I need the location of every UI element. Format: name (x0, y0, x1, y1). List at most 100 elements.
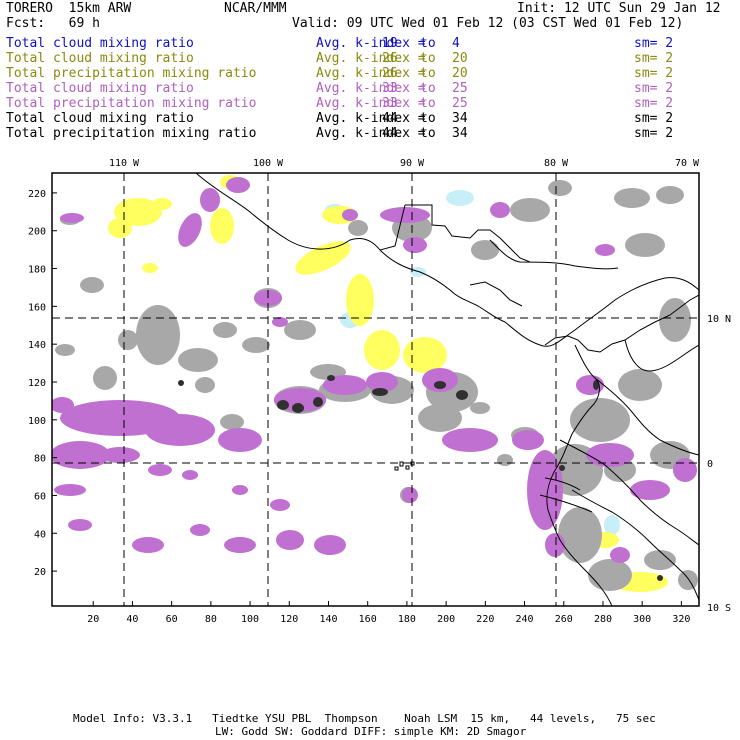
field-row: Total precipitation mixing ratio Avg. k-i… (6, 96, 734, 111)
smoothing-label: sm= 2 (634, 126, 674, 141)
k-index-to: to (420, 66, 436, 81)
x-tick-label: 200 (437, 614, 455, 625)
latitude-label: 0 (707, 459, 713, 470)
k-index-min: 34 (452, 111, 468, 126)
field-row: Total cloud mixing ratio Avg. k-index = 33… (6, 81, 734, 96)
k-index-label: Avg. k-index = (316, 126, 426, 141)
longitude-label: 80 W (544, 158, 569, 169)
y-tick-label: 160 (28, 302, 46, 313)
field-row: Total precipitation mixing ratio Avg. k-i… (6, 66, 734, 81)
smoothing-label: sm= 2 (634, 96, 674, 111)
k-index-max: 44 (382, 111, 398, 126)
valid-time: Valid: 09 UTC Wed 01 Feb 12 (03 CST Wed … (292, 16, 684, 31)
smoothing-label: sm= 2 (634, 51, 674, 66)
longitude-label: 90 W (400, 158, 425, 169)
y-tick-label: 40 (34, 529, 46, 540)
axis-tick-labels: 20 40 60 80 100 120 140 160 180 200 220 240 260 280 30… (28, 158, 731, 625)
k-index-to: to (420, 126, 436, 141)
x-tick-label: 300 (633, 614, 651, 625)
x-tick-label: 60 (166, 614, 178, 625)
x-tick-label: 100 (241, 614, 259, 625)
field-name: Total precipitation mixing ratio (6, 126, 257, 141)
plot-frame (51, 172, 700, 607)
x-tick-label: 40 (126, 614, 138, 625)
dark-cloud-field (178, 375, 663, 581)
k-index-label: Avg. k-index = (316, 66, 426, 81)
longitude-label: 110 W (109, 158, 140, 169)
k-index-max: 26 (382, 51, 398, 66)
k-index-label: Avg. k-index = (316, 81, 426, 96)
latitude-label: 10 N (707, 314, 731, 325)
y-tick-label: 100 (28, 416, 46, 427)
x-tick-label: 180 (398, 614, 416, 625)
x-tick-label: 160 (359, 614, 377, 625)
coastlines (195, 173, 699, 606)
forecast-hour: Fcst: 69 h (6, 16, 100, 31)
x-tick-label: 220 (476, 614, 494, 625)
x-tick-label: 320 (672, 614, 690, 625)
axis-ticks (52, 192, 682, 606)
k-index-min: 20 (452, 51, 468, 66)
x-tick-label: 80 (205, 614, 217, 625)
field-row: Total cloud mixing ratio Avg. k-index = 19… (6, 36, 734, 51)
y-tick-label: 80 (34, 454, 46, 465)
model-title: TORERO 15km ARW (6, 1, 132, 16)
k-index-to: to (420, 81, 436, 96)
x-tick-label: 140 (319, 614, 337, 625)
k-index-min: 4 (452, 36, 460, 51)
smoothing-label: sm= 2 (634, 81, 674, 96)
y-tick-label: 180 (28, 265, 46, 276)
smoothing-label: sm= 2 (634, 36, 674, 51)
k-index-label: Avg. k-index = (316, 96, 426, 111)
y-tick-label: 140 (28, 340, 46, 351)
x-tick-label: 240 (516, 614, 534, 625)
k-index-max: 26 (382, 66, 398, 81)
k-index-max: 33 (382, 96, 398, 111)
field-name: Total cloud mixing ratio (6, 36, 194, 51)
init-time: Init: 12 UTC Sun 29 Jan 12 (517, 1, 721, 16)
y-tick-label: 200 (28, 227, 46, 238)
model-info-line2: LW: Godd SW: Goddard DIFF: simple KM: 2D… (215, 725, 527, 738)
k-index-min: 25 (452, 81, 468, 96)
k-index-to: to (420, 111, 436, 126)
field-name: Total precipitation mixing ratio (6, 66, 257, 81)
y-tick-label: 120 (28, 378, 46, 389)
field-name: Total cloud mixing ratio (6, 81, 194, 96)
y-tick-label: 220 (28, 189, 46, 200)
field-name: Total cloud mixing ratio (6, 51, 194, 66)
k-index-max: 33 (382, 81, 398, 96)
k-index-max: 19 (382, 36, 398, 51)
field-row: Total precipitation mixing ratio Avg. k-i… (6, 126, 734, 141)
model-info-line1: Model Info: V3.3.1 Tiedtke YSU PBL Thomp… (73, 712, 656, 725)
k-index-label: Avg. k-index = (316, 51, 426, 66)
k-index-to: to (420, 36, 436, 51)
k-index-max: 44 (382, 126, 398, 141)
k-index-to: to (420, 51, 436, 66)
k-index-min: 20 (452, 66, 468, 81)
graticule (52, 173, 699, 606)
field-name: Total cloud mixing ratio (6, 111, 194, 126)
org-label: NCAR/MMM (224, 1, 287, 16)
yellow-cloud-field (108, 175, 668, 592)
x-tick-label: 20 (87, 614, 99, 625)
y-tick-label: 60 (34, 491, 46, 502)
smoothing-label: sm= 2 (634, 111, 674, 126)
x-tick-label: 280 (594, 614, 612, 625)
k-index-min: 25 (452, 96, 468, 111)
k-index-min: 34 (452, 126, 468, 141)
field-name: Total precipitation mixing ratio (6, 96, 257, 111)
k-index-label: Avg. k-index = (316, 111, 426, 126)
x-tick-label: 120 (280, 614, 298, 625)
k-index-to: to (420, 96, 436, 111)
smoothing-label: sm= 2 (634, 66, 674, 81)
latitude-label: 10 S (707, 603, 731, 614)
field-row: Total cloud mixing ratio Avg. k-index = 26… (6, 51, 734, 66)
y-tick-label: 20 (34, 567, 46, 578)
longitude-label: 100 W (253, 158, 284, 169)
field-row: Total cloud mixing ratio Avg. k-index = 44… (6, 111, 734, 126)
k-index-label: Avg. k-index = (316, 36, 426, 51)
x-tick-label: 260 (555, 614, 573, 625)
longitude-label: 70 W (675, 158, 700, 169)
field-layer (52, 173, 699, 606)
